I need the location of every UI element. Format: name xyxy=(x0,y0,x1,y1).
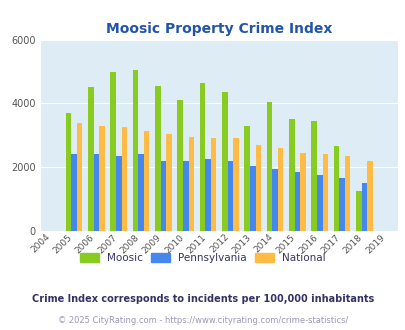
Bar xyxy=(199,83,205,231)
Bar xyxy=(138,154,143,231)
Bar xyxy=(355,191,361,231)
Bar xyxy=(227,161,232,231)
Title: Moosic Property Crime Index: Moosic Property Crime Index xyxy=(106,22,332,36)
Bar xyxy=(177,100,183,231)
Bar xyxy=(110,72,116,231)
Bar xyxy=(244,126,249,231)
Bar xyxy=(183,161,188,231)
Bar xyxy=(166,134,171,231)
Bar xyxy=(272,169,277,231)
Bar xyxy=(277,148,283,231)
Bar xyxy=(361,183,366,231)
Bar xyxy=(188,137,194,231)
Bar xyxy=(299,153,305,231)
Bar xyxy=(311,121,316,231)
Bar xyxy=(155,86,160,231)
Bar xyxy=(66,113,71,231)
Bar xyxy=(232,139,238,231)
Bar xyxy=(94,154,99,231)
Bar xyxy=(116,156,121,231)
Bar xyxy=(339,178,344,231)
Bar xyxy=(210,139,216,231)
Bar xyxy=(366,161,372,231)
Text: Crime Index corresponds to incidents per 100,000 inhabitants: Crime Index corresponds to incidents per… xyxy=(32,294,373,304)
Bar xyxy=(143,130,149,231)
Legend: Moosic, Pennsylvania, National: Moosic, Pennsylvania, National xyxy=(76,249,329,267)
Bar xyxy=(205,159,210,231)
Bar xyxy=(121,127,127,231)
Bar xyxy=(266,102,272,231)
Bar xyxy=(99,126,104,231)
Bar xyxy=(132,70,138,231)
Bar xyxy=(77,122,82,231)
Bar xyxy=(71,154,77,231)
Bar xyxy=(333,147,339,231)
Bar xyxy=(294,172,299,231)
Bar xyxy=(160,161,166,231)
Bar xyxy=(249,166,255,231)
Bar xyxy=(316,175,322,231)
Bar xyxy=(322,154,327,231)
Bar xyxy=(255,145,260,231)
Bar xyxy=(344,156,350,231)
Bar xyxy=(288,119,294,231)
Bar xyxy=(88,87,94,231)
Bar xyxy=(222,92,227,231)
Text: © 2025 CityRating.com - https://www.cityrating.com/crime-statistics/: © 2025 CityRating.com - https://www.city… xyxy=(58,315,347,325)
